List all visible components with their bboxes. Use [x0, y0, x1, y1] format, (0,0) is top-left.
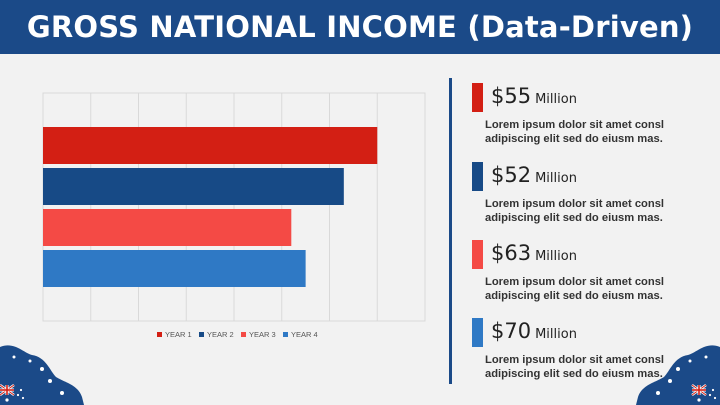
stat-value: $70 — [491, 319, 532, 343]
stat-color-swatch — [472, 318, 483, 347]
stat-item-3: $63 Million Lorem ipsum dolor sit amet co… — [472, 237, 712, 302]
stat-unit: Million — [535, 92, 577, 107]
stat-color-swatch — [472, 240, 483, 269]
legend-swatch — [157, 332, 162, 337]
stat-value-line: $55 Million — [491, 84, 577, 108]
stat-description: Lorem ipsum dolor sit amet consl adipisc… — [485, 276, 665, 302]
bar-year-1 — [43, 127, 378, 164]
legend-label: YEAR 4 — [291, 330, 318, 339]
stat-unit: Million — [535, 327, 577, 342]
stat-description: Lorem ipsum dolor sit amet consl adipisc… — [485, 354, 665, 380]
stat-value: $52 — [491, 163, 532, 187]
bar-chart: YEAR 1 YEAR 2 YEAR 3 YEAR 4 — [42, 92, 426, 339]
divider-line — [449, 78, 452, 384]
stat-value: $55 — [491, 84, 532, 108]
stat-item-4: $70 Million Lorem ipsum dolor sit amet co… — [472, 315, 712, 380]
stat-value-line: $52 Million — [491, 163, 577, 187]
stat-color-swatch — [472, 83, 483, 112]
stat-description: Lorem ipsum dolor sit amet consl adipisc… — [485, 119, 665, 145]
legend-label: YEAR 1 — [165, 330, 192, 339]
stat-item-1: $55 Million Lorem ipsum dolor sit amet co… — [472, 80, 712, 145]
australia-flag-icon — [0, 383, 28, 405]
stat-value-line: $70 Million — [491, 319, 577, 343]
stat-color-swatch — [472, 162, 483, 191]
legend-swatch — [283, 332, 288, 337]
legend-swatch — [199, 332, 204, 337]
corner-decoration-left — [0, 345, 84, 405]
stat-value: $63 — [491, 241, 532, 265]
stat-item-2: $52 Million Lorem ipsum dolor sit amet co… — [472, 159, 712, 224]
title-bar: GROSS NATIONAL INCOME (Data-Driven) — [0, 0, 720, 54]
legend-label: YEAR 3 — [249, 330, 276, 339]
corner-decoration-right — [636, 345, 720, 405]
stat-value-line: $63 Million — [491, 241, 577, 265]
legend-swatch — [241, 332, 246, 337]
bar-year-4 — [43, 250, 306, 287]
stat-unit: Million — [535, 171, 577, 186]
bar-year-3 — [43, 209, 292, 246]
australia-flag-icon — [691, 383, 720, 405]
bar-year-2 — [43, 168, 344, 205]
legend-label: YEAR 2 — [207, 330, 234, 339]
page-title: GROSS NATIONAL INCOME (Data-Driven) — [26, 10, 694, 44]
stat-unit: Million — [535, 249, 577, 264]
stat-description: Lorem ipsum dolor sit amet consl adipisc… — [485, 198, 665, 224]
